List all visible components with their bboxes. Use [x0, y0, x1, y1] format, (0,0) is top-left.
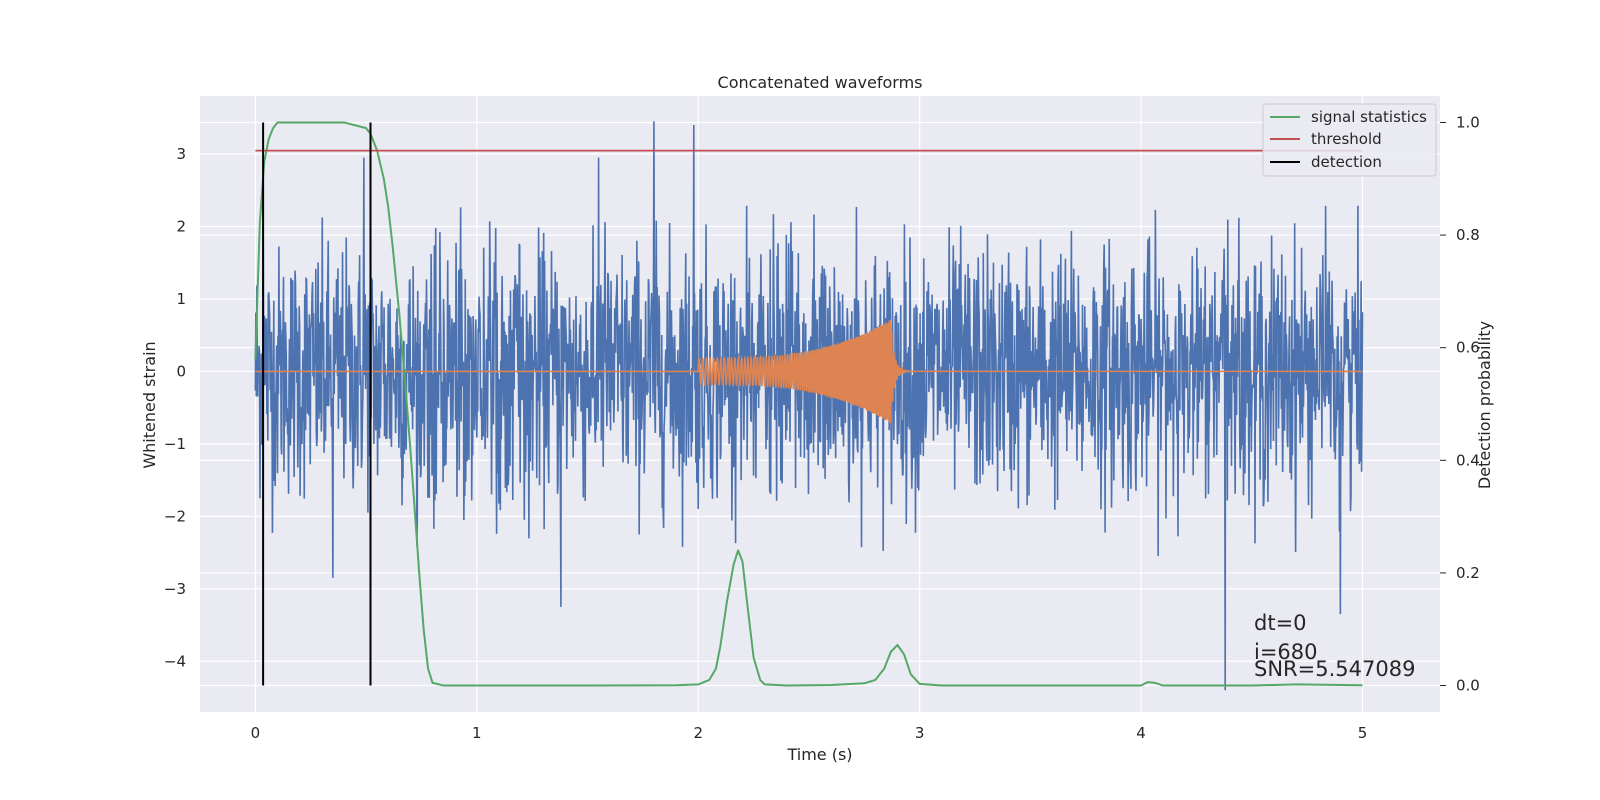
x-tick-label: 0 — [251, 724, 261, 742]
y2-tick-label: 0.6 — [1456, 339, 1480, 357]
x-axis-label: Time (s) — [786, 745, 852, 764]
legend-label-signal-statistics: signal statistics — [1311, 108, 1427, 126]
legend-box — [1262, 103, 1437, 177]
y-tick-label: 2 — [176, 217, 186, 235]
x-tick-label: 4 — [1136, 724, 1146, 742]
legend-label-threshold: threshold — [1311, 130, 1382, 148]
y-tick-label: −2 — [164, 507, 186, 525]
legend: signal statistics threshold detection — [1262, 103, 1437, 177]
y-axis-ticks: 3 2 1 0 −1 −2 −3 −4 — [164, 145, 186, 670]
chart-title: Concatenated waveforms — [718, 73, 923, 92]
strain-line — [254, 121, 1364, 691]
y2-tick-label: 0.8 — [1456, 226, 1480, 244]
annotation-index: i=680 — [1254, 640, 1318, 664]
y-tick-label: −1 — [164, 435, 186, 453]
x-tick-label: 3 — [915, 724, 925, 742]
y2-axis-label: Detection probability — [1475, 321, 1494, 489]
annotation-block: dt=0 i=680 SNR=5.547089 — [1254, 611, 1415, 681]
y2-tick-label: 0.4 — [1456, 451, 1480, 469]
y2-tick-label: 0.2 — [1456, 564, 1480, 582]
x-tick-label: 2 — [693, 724, 703, 742]
y2-tick-label: 0.0 — [1456, 677, 1480, 695]
legend-label-detection: detection — [1311, 153, 1382, 171]
y-tick-label: −3 — [164, 580, 186, 598]
y2-axis-ticks: 1.0 0.8 0.6 0.4 0.2 0.0 — [1440, 113, 1480, 695]
x-tick-label: 5 — [1358, 724, 1368, 742]
y-axis-label: Whitened strain — [140, 341, 159, 468]
injected-waveform-line — [255, 319, 1363, 424]
x-axis-ticks: 0 1 2 3 4 5 — [251, 724, 1368, 742]
annotation-dt: dt=0 — [1254, 611, 1307, 635]
injected-waveform-series — [255, 319, 1363, 424]
y-tick-label: 3 — [176, 145, 186, 163]
strain-series — [254, 121, 1364, 691]
probability-series — [254, 121, 1363, 687]
y-tick-label: 1 — [176, 290, 186, 308]
signal-statistics-line — [254, 121, 1363, 687]
annotation-snr: SNR=5.547089 — [1254, 657, 1415, 681]
x-tick-label: 1 — [472, 724, 482, 742]
y-tick-label: 0 — [176, 362, 186, 380]
y2-tick-label: 1.0 — [1456, 113, 1480, 131]
y-tick-label: −4 — [164, 652, 186, 670]
